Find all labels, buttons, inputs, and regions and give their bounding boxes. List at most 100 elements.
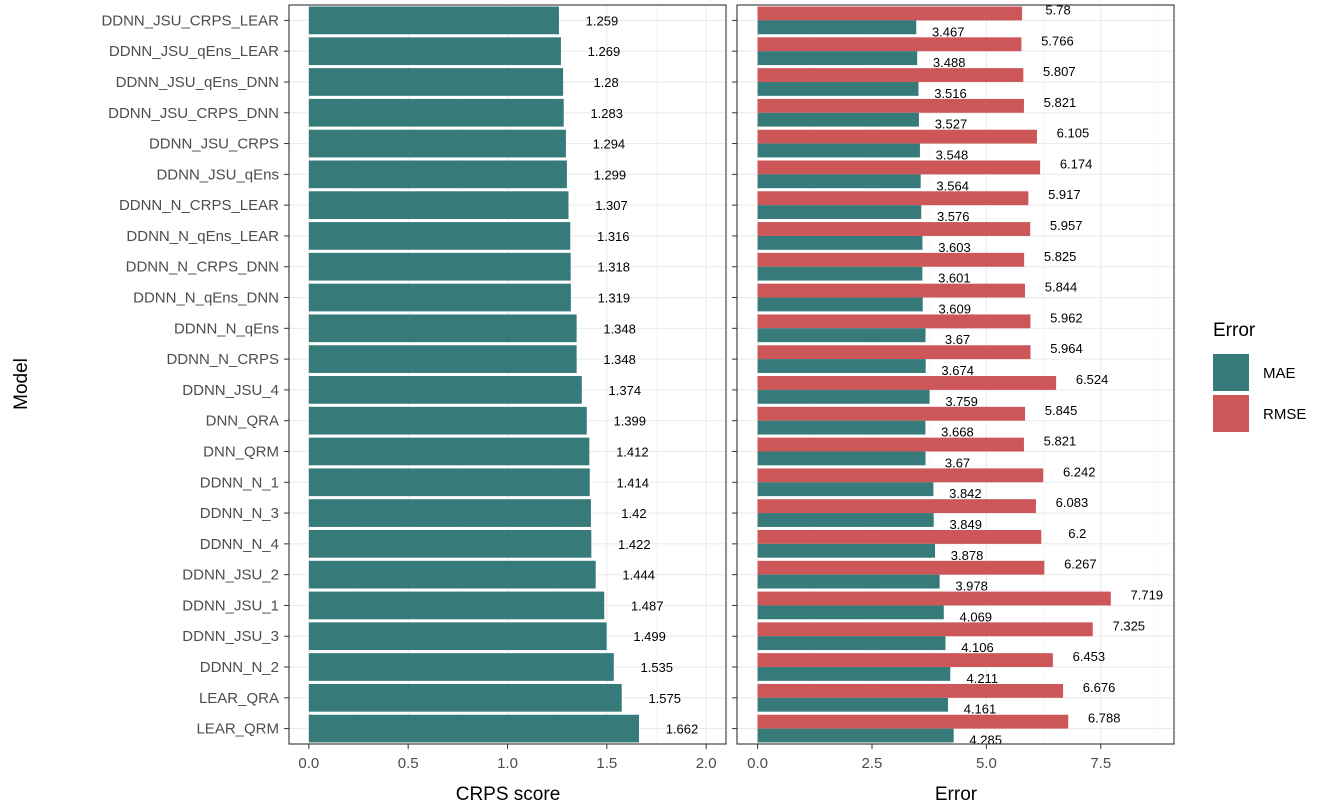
rmse-bar	[757, 437, 1024, 452]
crps-bar	[308, 468, 590, 497]
mae-value-label: 3.759	[945, 394, 978, 409]
model-label: DNN_QRA	[206, 413, 279, 430]
mae-bar	[757, 574, 940, 589]
model-label: DDNN_N_qEns_LEAR	[126, 228, 279, 245]
crps-value-label: 1.414	[616, 475, 649, 490]
mae-bar	[757, 482, 934, 497]
mae-bar	[757, 81, 919, 96]
crps-value-label: 1.299	[594, 167, 627, 182]
rmse-value-label: 5.964	[1050, 341, 1083, 356]
mae-value-label: 3.978	[955, 579, 988, 594]
rmse-bar	[757, 314, 1031, 329]
crps-bar	[308, 222, 571, 250]
mae-value-label: 3.603	[938, 240, 971, 255]
rmse-bar	[757, 160, 1041, 175]
rmse-value-label: 5.844	[1045, 280, 1078, 295]
rmse-bar	[757, 252, 1025, 267]
legend-swatch-mae	[1213, 354, 1249, 391]
rmse-value-label: 5.807	[1043, 64, 1076, 79]
rmse-value-label: 6.083	[1056, 495, 1089, 510]
rmse-value-label: 5.821	[1044, 434, 1077, 449]
model-label: DDNN_JSU_qEns	[156, 166, 279, 183]
mae-bar	[757, 359, 926, 373]
crps-value-label: 1.535	[640, 660, 673, 675]
mae-value-label: 3.516	[934, 86, 967, 101]
mae-bar	[757, 420, 926, 435]
legend-label-mae: MAE	[1263, 365, 1296, 382]
crps-value-label: 1.412	[616, 444, 649, 459]
mae-bar	[757, 51, 918, 66]
rmse-bar	[757, 376, 1057, 390]
rmse-value-label: 5.957	[1050, 218, 1083, 233]
mae-bar	[757, 205, 922, 220]
crps-x-tick-label: 1.0	[497, 755, 518, 772]
mae-bar	[757, 667, 951, 681]
rmse-value-label: 6.676	[1083, 680, 1116, 695]
crps-bar	[308, 560, 596, 589]
crps-value-label: 1.662	[666, 722, 699, 737]
y-axis-title: Model	[11, 358, 32, 410]
rmse-value-label: 6.267	[1064, 557, 1097, 572]
error-x-tick-label: 7.5	[1090, 755, 1111, 772]
crps-bar	[308, 252, 571, 281]
mae-bar	[757, 297, 923, 312]
crps-bar	[308, 314, 577, 343]
legend-title: Error	[1213, 320, 1256, 341]
crps-value-label: 1.316	[597, 229, 630, 244]
model-label: DDNN_JSU_3	[182, 628, 279, 645]
mae-bar	[757, 728, 954, 743]
error-x-axis-title: Error	[935, 784, 978, 805]
mae-value-label: 3.564	[936, 178, 969, 193]
model-label: DDNN_JSU_qEns_DNN	[116, 74, 279, 91]
crps-value-label: 1.307	[595, 198, 628, 213]
model-label: DNN_QRM	[203, 443, 279, 460]
mae-bar	[757, 112, 919, 127]
crps-panel: 1.259 1.269 1.28 1.283 1.294 1.299 1.307 1.316 1…	[288, 4, 727, 772]
model-label: DDNN_JSU_2	[182, 567, 279, 584]
model-label: DDNN_JSU_CRPS	[149, 136, 279, 153]
rmse-bar	[757, 98, 1024, 113]
crps-value-label: 1.374	[609, 383, 642, 398]
model-label: DDNN_N_CRPS_LEAR	[119, 197, 279, 214]
rmse-bar	[757, 622, 1093, 637]
crps-bar	[308, 437, 590, 466]
mae-bar	[757, 389, 930, 404]
mae-bar	[757, 174, 921, 189]
legend-label-rmse: RMSE	[1263, 406, 1306, 423]
rmse-bar	[757, 683, 1064, 698]
crps-value-label: 1.283	[590, 106, 623, 121]
rmse-value-label: 6.2	[1068, 526, 1086, 541]
mae-value-label: 4.285	[969, 733, 1002, 748]
mae-bar	[757, 605, 944, 620]
mae-bar	[757, 20, 917, 35]
mae-value-label: 4.106	[961, 640, 994, 655]
mae-bar	[757, 697, 948, 712]
rmse-value-label: 6.174	[1060, 156, 1093, 171]
rmse-bar	[757, 222, 1031, 236]
mae-value-label: 3.609	[938, 301, 971, 316]
crps-bar	[308, 622, 607, 651]
rmse-value-label: 5.962	[1050, 310, 1083, 325]
crps-value-label: 1.318	[597, 260, 630, 275]
crps-bar	[308, 68, 564, 96]
mae-value-label: 4.069	[960, 609, 993, 624]
rmse-value-label: 5.766	[1041, 33, 1074, 48]
rmse-value-label: 5.821	[1044, 95, 1077, 110]
crps-value-label: 1.348	[603, 352, 636, 367]
model-tick-labels: DDNN_JSU_CRPS_LEAR DDNN_JSU_qEns_LEAR DDNN…	[101, 12, 289, 738]
crps-value-label: 1.319	[598, 291, 631, 306]
mae-bar	[757, 451, 926, 466]
rmse-value-label: 6.788	[1088, 711, 1121, 726]
mae-value-label: 3.527	[935, 117, 968, 132]
crps-bar	[308, 683, 622, 712]
legend-swatch-rmse	[1213, 395, 1249, 432]
rmse-bar	[757, 560, 1045, 575]
mae-value-label: 3.849	[949, 517, 982, 532]
crps-bar	[308, 191, 569, 220]
crps-bar	[308, 376, 582, 404]
rmse-bar	[757, 591, 1111, 606]
mae-bar	[757, 513, 934, 527]
rmse-bar	[757, 499, 1036, 514]
rmse-value-label: 5.825	[1044, 249, 1077, 264]
rmse-value-label: 6.242	[1063, 464, 1096, 479]
